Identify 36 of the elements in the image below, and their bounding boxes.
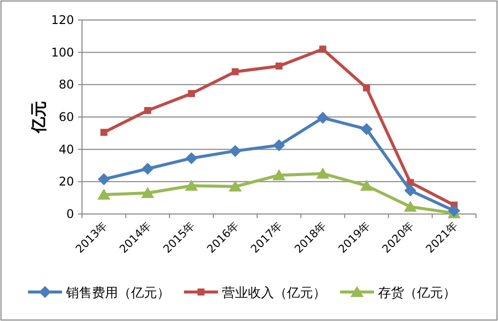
point [363,84,370,92]
point [232,68,239,76]
point [360,180,374,191]
legend-label: 存货（亿元） [378,286,456,301]
point [229,144,242,157]
y-tick-label: 100 [51,45,74,60]
point [406,178,414,186]
y-tick-label: 0 [66,207,74,221]
point [142,162,154,175]
point [144,107,152,114]
point [228,180,242,192]
point [141,186,154,198]
point [404,184,416,197]
point [276,62,282,70]
y-tick-label: 60 [58,110,74,124]
y-tick-label: 80 [58,78,74,92]
point [272,169,286,180]
point [319,46,326,53]
point [404,200,417,212]
point [100,128,108,136]
y-axis-title: 亿元 [29,101,48,134]
point [316,168,330,179]
point [448,204,460,217]
y-tick-label: 120 [51,13,74,27]
y-tick-label: 20 [58,174,74,189]
point [184,180,198,191]
point [97,188,110,200]
legend-label: 销售费用（亿元） [65,286,170,301]
point [185,152,198,164]
legend-label: 营业收入（亿元） [222,286,326,301]
point [188,90,195,98]
point [316,112,329,124]
y-tick-label: 40 [58,142,74,156]
point [98,173,110,186]
point [273,139,285,152]
point [360,123,373,136]
